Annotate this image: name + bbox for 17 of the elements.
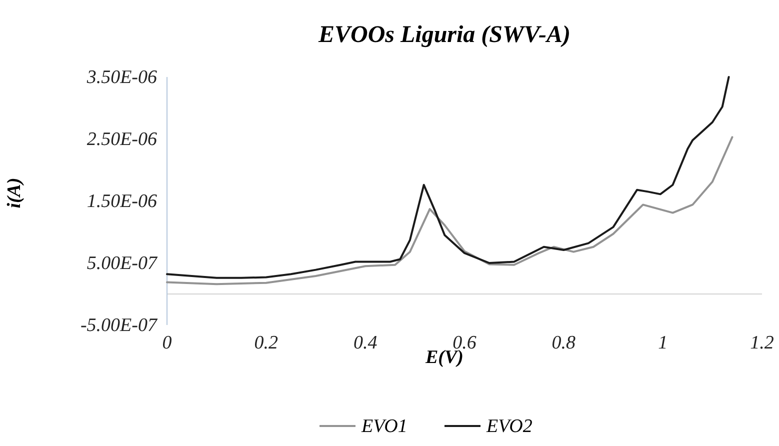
y-tick-label: 5.00E-07 (86, 253, 158, 274)
y-tick-label: 3.50E-06 (86, 67, 158, 88)
line-series (166, 136, 734, 286)
line-series (166, 76, 730, 279)
y-tick-label: -5.00E-07 (80, 315, 158, 336)
x-tick-label: 0.8 (552, 332, 576, 354)
x-tick-label: 1.2 (750, 332, 774, 354)
x-tick-label: 0 (162, 332, 172, 354)
y-tick-label: 1.50E-06 (86, 191, 158, 212)
y-tick-label: 2.50E-06 (86, 129, 158, 150)
x-tick-label: 1 (658, 332, 668, 354)
chart-title: EVOOs Liguria (SWV-A) (317, 22, 571, 48)
x-tick-label: 0.2 (254, 332, 279, 354)
y-axis-title: i(A) (4, 178, 25, 208)
legend-label: EVO1 (360, 416, 408, 437)
x-tick-label: 0.4 (353, 332, 378, 354)
legend-label: EVO2 (486, 416, 533, 437)
